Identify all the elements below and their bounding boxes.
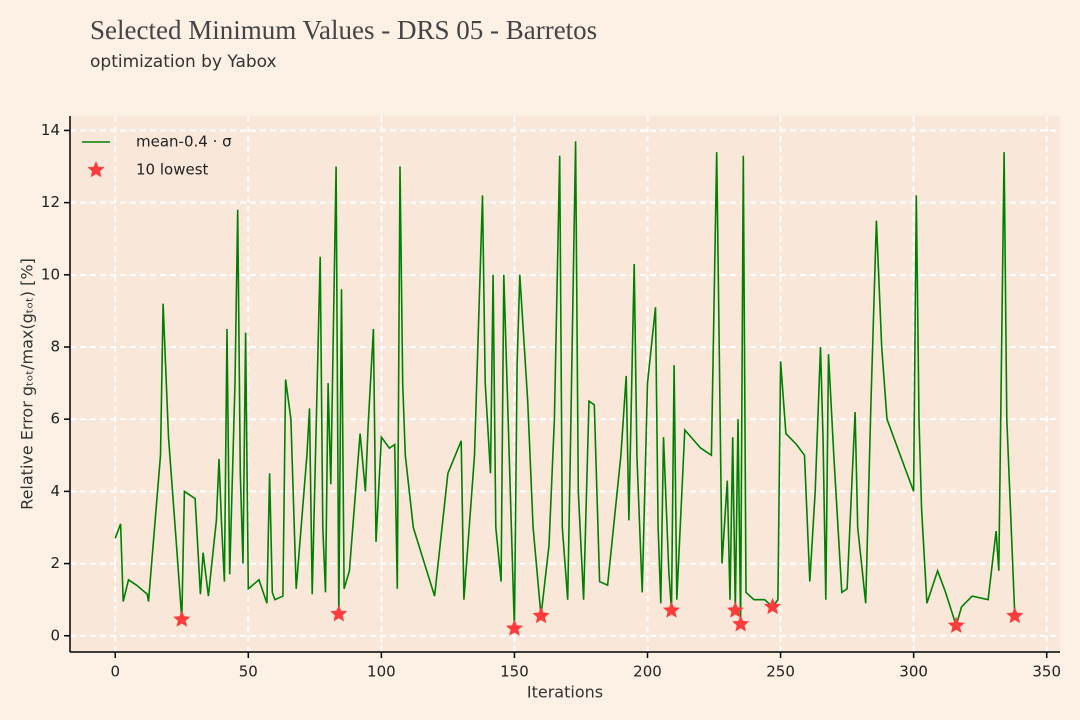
x-tick-label: 300 [899,663,928,681]
legend-star [87,161,105,178]
y-tick-label: 8 [50,338,60,356]
x-tick-label: 200 [633,663,662,681]
chart-subtitle: optimization by Yabox [90,52,277,72]
x-tick-label: 100 [367,663,396,681]
chart-title: Selected Minimum Values - DRS 05 - Barre… [90,15,597,45]
y-tick-label: 6 [50,410,60,428]
y-tick-label: 4 [50,482,60,500]
x-tick-label: 0 [110,663,120,681]
y-tick-label: 0 [50,626,60,644]
star-marker [732,615,750,632]
y-tick-label: 10 [41,265,60,283]
x-tick-label: 250 [766,663,795,681]
x-tick-label: 350 [1032,663,1061,681]
x-tick-label: 150 [500,663,529,681]
star-marker [505,619,523,636]
x-axis-label: Iterations [527,683,603,702]
y-axis-label: Relative Error gₜₒₜ/max(gₜₒₜ) [%] [18,258,37,510]
star-marker [662,601,680,618]
legend-label: mean-0.4 · σ [136,133,232,151]
star-marker [1006,606,1024,624]
star-marker [532,606,550,624]
legend-label: 10 lowest [136,161,209,179]
star-marker [947,616,965,633]
y-tick-label: 14 [41,121,60,139]
y-tick-label: 12 [41,193,60,211]
star-marker [330,605,348,622]
x-tick-label: 50 [239,663,258,681]
star-marker [764,597,782,615]
star-marker [726,601,744,618]
y-tick-label: 2 [50,554,60,572]
star-marker [173,610,191,627]
